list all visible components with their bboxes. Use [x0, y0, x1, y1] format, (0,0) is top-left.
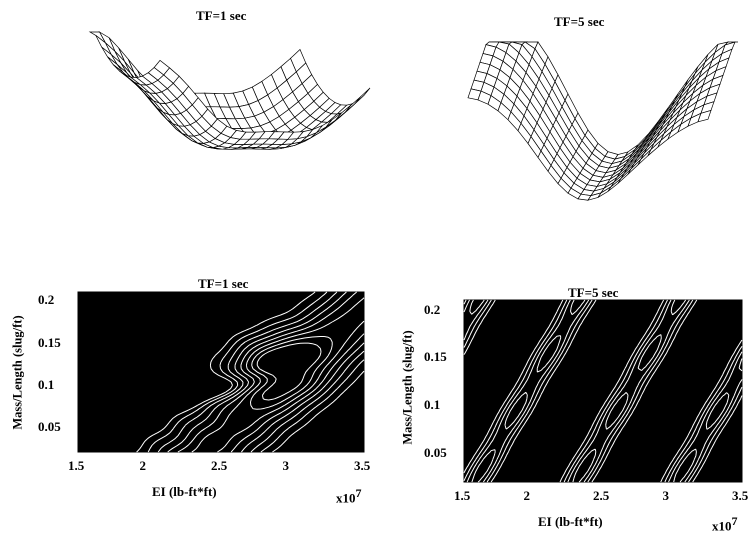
- contour-1-contour-line: [191, 297, 365, 453]
- contour-2-xtick-label: 3: [662, 488, 670, 503]
- surface-2-title: TF=5 sec: [554, 14, 605, 29]
- contour-2-ylabel: Mass/Length (slug/ft): [400, 330, 415, 445]
- contour-2-contour-line: [463, 299, 743, 483]
- contour-1-xtick-label: 3: [282, 458, 290, 473]
- contour-2-ytick-label: 0.1: [424, 397, 441, 413]
- contour-1-contour-line: [157, 291, 365, 453]
- contour-1-ylabel: Mass/Length (slug/ft): [10, 315, 25, 430]
- contour-2-title: TF=5 sec: [568, 285, 619, 300]
- contour-1-xlabel: EI (lb-ft*ft): [152, 484, 217, 499]
- contour-2-ytick-label: 0.2: [424, 301, 441, 317]
- contour-1-area: [77, 291, 365, 453]
- contour-1-contour-line: [177, 291, 365, 453]
- contour-2-background: [463, 299, 743, 483]
- contour-1-xtick-label: 2.5: [211, 458, 228, 473]
- surface-facet: [697, 109, 712, 123]
- contour-2-xtick-label: 3.5: [732, 488, 749, 503]
- contour-2-multiplier: x107: [712, 514, 738, 534]
- contour-1-multiplier: x107: [336, 486, 362, 506]
- contour-1-contour-line: [147, 291, 365, 453]
- contour-2-contour-line: [463, 299, 743, 483]
- contour-2-ytick-label: 0.15: [424, 349, 447, 365]
- contour-2-contour-line: [463, 299, 743, 483]
- surface-2-mesh: [467, 41, 738, 201]
- contour-2-xtick-label: 2: [523, 488, 531, 503]
- contour-1-ytick-label: 0.05: [38, 418, 61, 434]
- contour-2-xtick-label: 2.5: [593, 488, 610, 503]
- surface-plot-tf1: [88, 31, 371, 150]
- contour-1-ytick-label: 0.2: [38, 292, 55, 308]
- contour-1-title: TF=1 sec: [198, 276, 249, 291]
- contour-1-ytick-label: 0.15: [38, 334, 61, 350]
- contour-1-contour-line: [256, 342, 322, 401]
- surface-1-title: TF=1 sec: [196, 8, 247, 23]
- contour-2-xlabel: EI (lb-ft*ft): [538, 514, 603, 529]
- surface-1-mesh: [88, 31, 371, 150]
- contour-1-xtick-label: 1.5: [68, 458, 85, 473]
- contour-1-background: [77, 291, 365, 453]
- contour-1-contour-line: [167, 291, 365, 453]
- contour-2-ytick-label: 0.05: [424, 445, 447, 461]
- surface-facet: [153, 59, 170, 76]
- surface-plot-tf5: [467, 41, 738, 201]
- contour-1-contour-line: [136, 291, 365, 453]
- contour-1-xtick-label: 3.5: [354, 458, 371, 473]
- contour-2-xtick-label: 1.5: [454, 488, 471, 503]
- contour-1-xtick-label: 2: [139, 458, 147, 473]
- contour-1-contour-line: [250, 336, 333, 410]
- contour-plot-tf1: [77, 291, 365, 453]
- contour-plot-tf5: [463, 299, 743, 483]
- contour-2-area: [463, 299, 743, 483]
- contour-1-ytick-label: 0.1: [38, 376, 55, 392]
